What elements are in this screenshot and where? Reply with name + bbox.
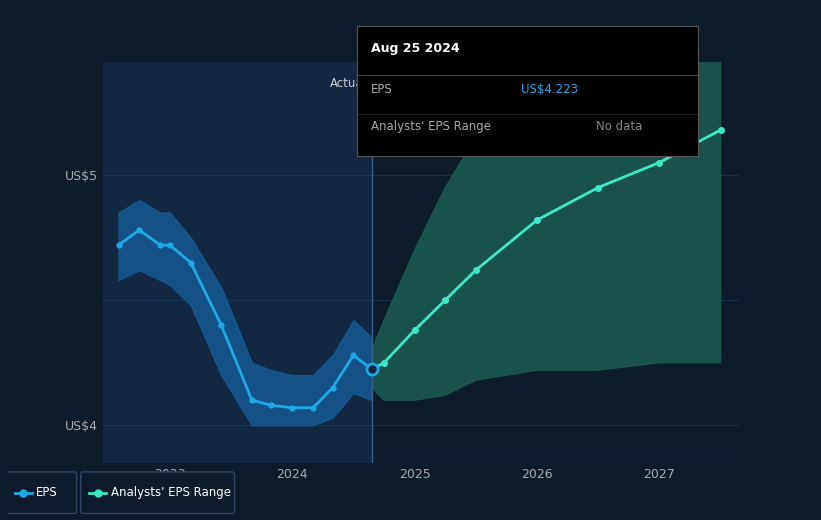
Text: US$4.223: US$4.223 <box>521 83 578 96</box>
Text: EPS: EPS <box>371 83 392 96</box>
Text: No data: No data <box>595 120 642 133</box>
Text: Analysts Forecasts: Analysts Forecasts <box>377 77 487 90</box>
Bar <box>103 62 372 463</box>
Text: EPS: EPS <box>36 486 57 499</box>
Bar <box>372 62 739 463</box>
Text: Actual: Actual <box>330 77 367 90</box>
Text: Analysts' EPS Range: Analysts' EPS Range <box>111 486 231 499</box>
FancyBboxPatch shape <box>80 472 235 513</box>
FancyBboxPatch shape <box>6 472 76 513</box>
Text: Aug 25 2024: Aug 25 2024 <box>371 42 460 55</box>
Text: Analysts' EPS Range: Analysts' EPS Range <box>371 120 491 133</box>
